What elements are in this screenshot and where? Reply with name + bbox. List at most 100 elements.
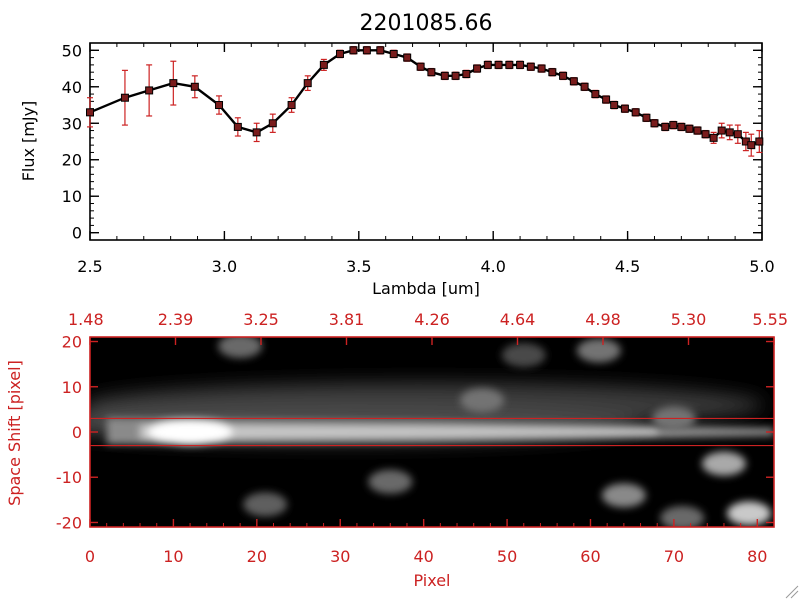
data-point [416,62,425,71]
data-point [335,49,344,58]
wavelength-tick-label: 3.25 [243,310,279,329]
data-point [747,141,756,150]
data-point [526,62,535,71]
y-tick-label: 40 [62,78,82,97]
data-point [494,60,503,69]
data-point [473,64,482,73]
top-y-ticks: 0 10 20 30 40 50 [62,41,762,243]
wavelength-top-ticks: 1.48 2.39 3.25 3.81 4.26 4.64 4.98 5.30 5.55 [68,310,788,345]
pixel-tick-label: 0 [85,547,95,566]
data-point [215,101,224,110]
chart-title: 2201085.66 [360,11,493,36]
x-tick-label: 3.0 [212,257,237,276]
wavelength-tick-label: 2.39 [158,310,194,329]
pixel-tick-label: 10 [163,547,183,566]
y-tick-label: 10 [62,187,82,206]
data-point [120,93,129,102]
space-tick-label: 10 [62,378,82,397]
space-tick-label: 20 [62,333,82,352]
data-point [725,128,734,137]
data-point [190,82,199,91]
space-tick-label: -20 [56,513,82,532]
data-point [693,126,702,135]
data-point [462,70,471,79]
x-tick-label: 3.5 [346,257,371,276]
trace-peak [148,419,233,445]
data-point [145,86,154,95]
data-point [569,77,578,86]
pixel-tick-label: 60 [580,547,600,566]
space-shift-axis-label: Space Shift [pixel] [5,360,24,506]
x-tick-label: 4.5 [615,257,640,276]
x-tick-label: 4.0 [480,257,505,276]
space-tick-label: 0 [72,423,82,442]
data-point [591,90,600,99]
noise-blob [218,337,263,359]
data-point [701,130,710,139]
data-point [349,46,358,55]
y-tick-label: 30 [62,114,82,133]
data-point [548,68,557,77]
top-plot-frame [89,42,763,241]
data-point [403,53,412,62]
pixel-tick-label: 30 [330,547,350,566]
x-tick-label: 5.0 [749,257,774,276]
top-x-ticks: 2.5 3.0 3.5 4.0 4.5 5.0 [77,43,775,276]
wavelength-tick-label: 4.98 [585,310,621,329]
data-point [642,113,651,122]
wavelength-tick-label: 5.30 [671,310,707,329]
spectral-trace [106,418,774,445]
pixel-tick-label: 70 [664,547,684,566]
data-point [319,60,328,69]
noise-blob [460,388,505,413]
data-point [516,60,525,69]
data-point [733,130,742,139]
flux-series-line [89,49,760,147]
y-tick-label: 20 [62,151,82,170]
resize-grip-icon[interactable] [785,585,799,599]
noise-blob [726,501,771,526]
data-point [620,104,629,113]
pixel-tick-label: 40 [413,547,433,566]
data-point [685,124,694,133]
data-point [440,71,449,80]
x-tick-label: 2.5 [77,257,102,276]
data-point [303,79,312,88]
y-axis-label: Flux [mJy] [19,101,38,182]
wavelength-tick-label: 5.55 [752,310,788,329]
error-bars [87,46,763,157]
data-point [610,101,619,110]
data-point [537,64,546,73]
data-point [451,71,460,80]
spectrum-panel: 2201085.66 2.5 3.0 3.5 4.0 4.5 5.0 0 10 20 30 40 5… [19,11,775,298]
data-point [483,60,492,69]
y-tick-label: 50 [62,41,82,60]
bottom-y-ticks: -20 -10 0 10 20 [56,333,774,532]
data-point [252,128,261,137]
data-point [376,46,385,55]
flux-markers [86,46,764,150]
data-point [427,68,436,77]
extraction-aperture [90,417,774,447]
noise-blob [601,483,646,508]
data-point [86,108,94,117]
data-point [650,119,659,128]
wavelength-tick-label: 4.64 [500,310,536,329]
image-panel: 0 10 20 30 40 50 60 70 80 -20 -10 0 10 20 1.48 2.39 3.… [5,310,788,590]
data-point [631,108,640,117]
y-tick-label: 0 [72,224,82,243]
wavelength-tick-label: 1.48 [68,310,104,329]
data-point [362,46,371,55]
data-point [709,133,718,142]
data-point [505,60,514,69]
pixel-axis-label: Pixel [413,571,450,590]
pixel-tick-label: 20 [247,547,267,566]
wavelength-tick-label: 4.26 [414,310,450,329]
data-point [169,79,178,88]
background-blobs [218,337,771,527]
data-point [287,101,296,110]
wavelength-tick-label: 3.81 [329,310,365,329]
noise-blob [576,338,621,363]
data-point [559,71,568,80]
